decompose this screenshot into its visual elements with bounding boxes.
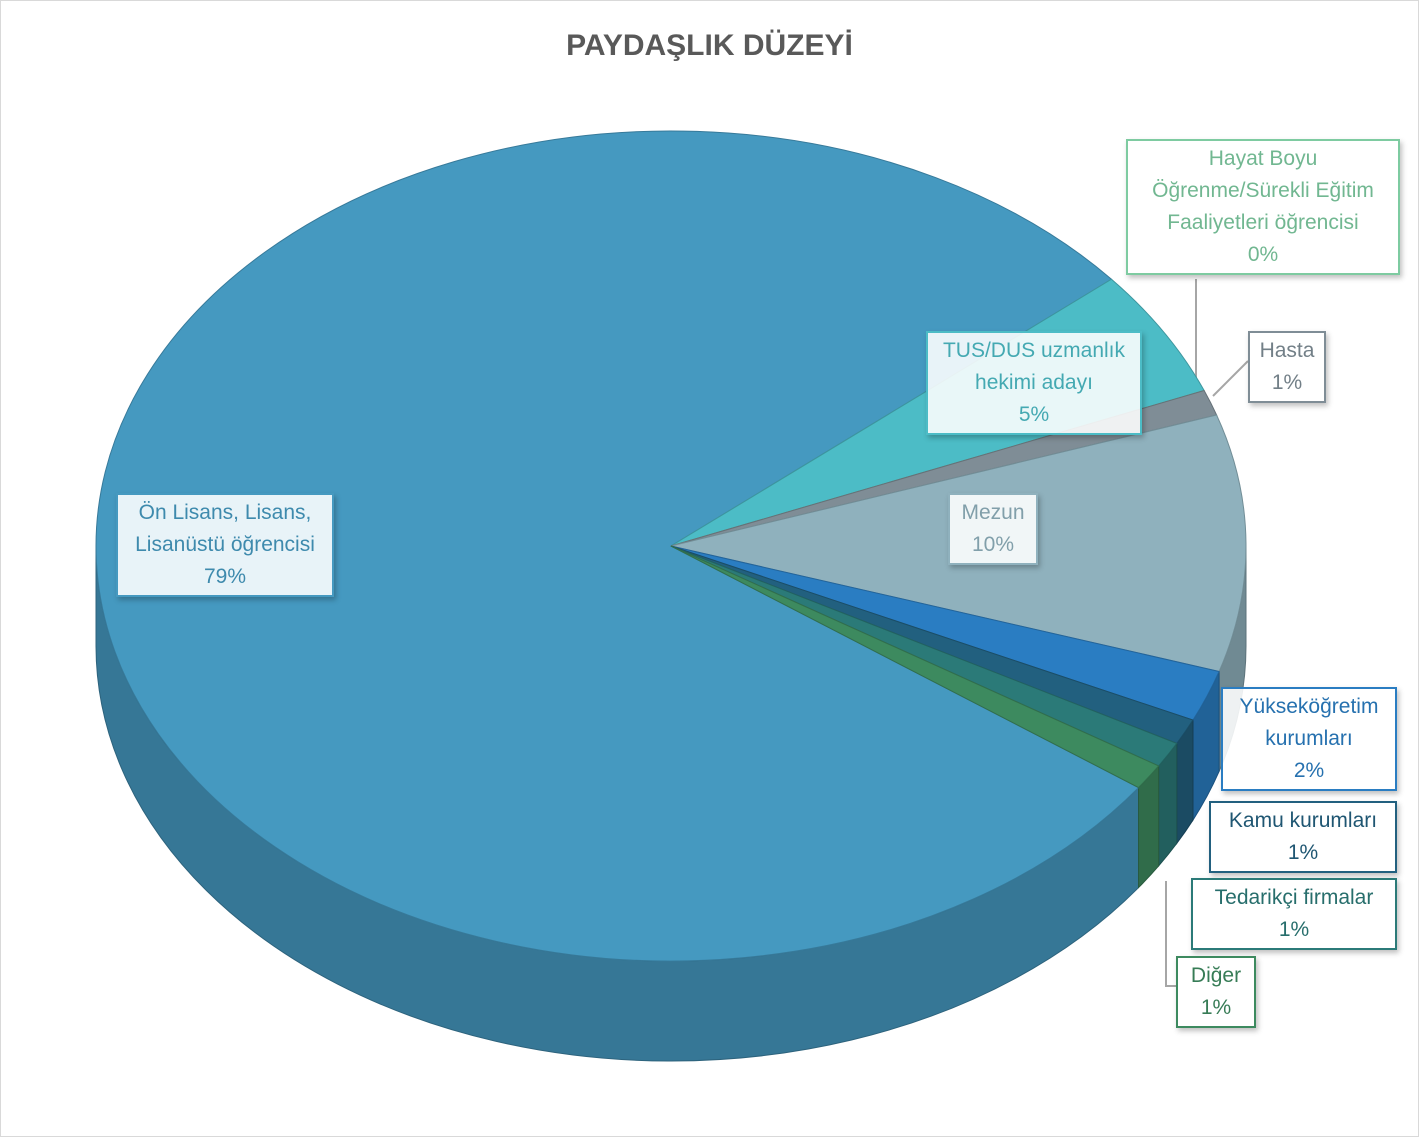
slice [670, 545, 1160, 789]
label-value: 79% [203, 565, 247, 588]
label-name: Tedarikçi firmalar [1214, 886, 1374, 909]
label-value: 0% [1247, 243, 1279, 266]
label-value: 1% [1278, 918, 1310, 941]
data-label: Kamu kurumları 1% [1209, 801, 1397, 873]
label-name: Ön Lisans, Lisans, Lisanüstü öğrencisi [135, 501, 315, 556]
data-label: Hasta 1% [1248, 331, 1326, 403]
data-label: TUS/DUS uzmanlık hekimi adayı 5% [926, 331, 1142, 435]
label-name: Hayat Boyu Öğrenme/Sürekli Eğitim Faaliy… [1152, 147, 1374, 234]
data-label: Ön Lisans, Lisans, Lisanüstü öğrencisi 79… [116, 493, 334, 597]
label-name: Hasta [1259, 339, 1315, 362]
data-label: Mezun 10% [948, 493, 1038, 565]
leader-line [1165, 881, 1176, 987]
label-name: Yükseköğretim kurumları [1239, 695, 1379, 750]
label-name: Kamu kurumları [1228, 809, 1378, 832]
label-value: 2% [1293, 759, 1325, 782]
label-value: 1% [1287, 841, 1319, 864]
data-label: Tedarikçi firmalar 1% [1191, 878, 1397, 950]
label-name: Mezun [961, 501, 1025, 524]
data-label: Yükseköğretim kurumları 2% [1221, 687, 1397, 791]
slice [95, 130, 1140, 962]
label-name: Diğer [1190, 964, 1242, 987]
leader-line [1212, 360, 1249, 397]
label-value: 5% [1018, 403, 1050, 426]
label-value: 10% [971, 533, 1015, 556]
chart-title: PAYDAŞLIK DÜZEYİ [566, 29, 853, 62]
label-value: 1% [1271, 371, 1303, 394]
label-name: TUS/DUS uzmanlık hekimi adayı [942, 339, 1126, 394]
label-value: 1% [1200, 996, 1232, 1019]
data-label: Diğer 1% [1176, 956, 1256, 1028]
data-label: Hayat Boyu Öğrenme/Sürekli Eğitim Faaliy… [1126, 139, 1400, 275]
